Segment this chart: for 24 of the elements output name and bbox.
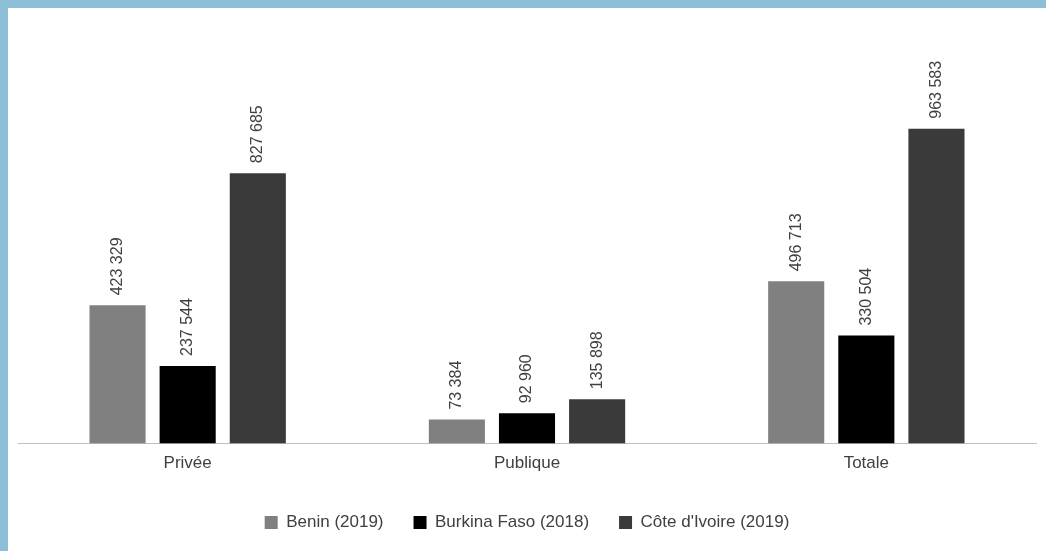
data-label: 135 898 xyxy=(587,331,605,390)
bar xyxy=(768,281,825,444)
bar xyxy=(229,173,286,444)
data-label: 73 384 xyxy=(447,360,465,410)
bar xyxy=(159,365,216,444)
bar xyxy=(498,413,556,444)
bar xyxy=(569,399,626,444)
x-tick-label: Publique xyxy=(493,453,561,473)
data-label: 330 504 xyxy=(856,267,874,326)
x-tick-label: Privée xyxy=(163,453,212,473)
x-tick-label: Totale xyxy=(843,453,890,473)
data-label: 423 329 xyxy=(107,237,125,296)
data-label: 92 960 xyxy=(517,354,535,404)
bar xyxy=(838,335,895,444)
legend-label: Burkina Faso (2018) xyxy=(435,512,590,532)
legend-label: Côte d'Ivoire (2019) xyxy=(640,512,790,532)
data-label: 237 544 xyxy=(178,298,196,356)
data-label: 827 685 xyxy=(248,105,266,164)
data-label: 496 713 xyxy=(786,213,804,272)
bar xyxy=(908,128,965,444)
bar xyxy=(428,419,485,444)
bar xyxy=(89,305,146,444)
legend-label: Benin (2019) xyxy=(286,512,384,532)
data-label: 963 583 xyxy=(926,60,944,119)
